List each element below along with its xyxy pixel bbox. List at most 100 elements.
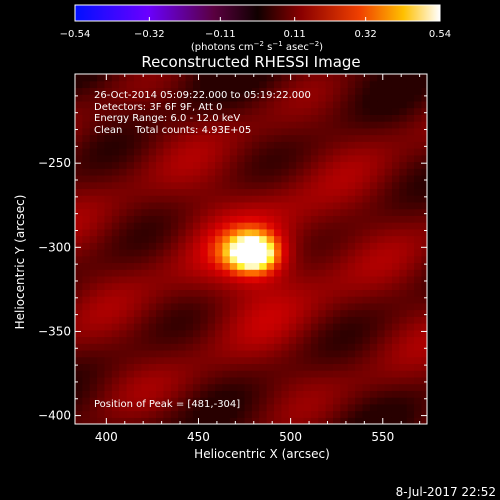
heatmap-cell [237,323,246,331]
heatmap-cell [391,134,400,142]
heatmap-cell [111,370,120,378]
heatmap-cell [303,370,312,378]
heatmap-cell [384,296,393,304]
heatmap-cell [325,343,334,351]
heatmap-cell [296,94,305,102]
heatmap-cell [185,329,194,338]
heatmap-cell [75,349,83,358]
heatmap-cell [340,356,349,365]
heatmap-cell [215,87,224,95]
heatmap-cell [215,269,224,277]
heatmap-cell [259,215,268,223]
heatmap-cell [82,127,91,136]
heatmap-cell [362,121,371,129]
heatmap-cell [111,390,120,398]
heatmap-cell [133,154,142,163]
heatmap-cell [421,94,427,102]
heatmap-cell [133,100,142,109]
heatmap-cell [377,154,386,163]
heatmap-cell [281,376,290,385]
heatmap-cell [369,343,378,351]
heatmap-cell [259,208,268,216]
heatmap-cell [163,208,172,216]
heatmap-cell [229,397,238,405]
heatmap-cell [207,228,216,237]
heatmap-cell [340,255,349,264]
heatmap-cell [207,80,216,89]
heatmap-cell [170,383,179,391]
heatmap-cell [207,141,216,149]
heatmap-cell [259,356,268,365]
heatmap-cell [384,148,393,156]
heatmap-cell [75,161,83,169]
heatmap-cell [391,94,400,102]
heatmap-cell [296,249,305,257]
heatmap-cell [75,235,83,243]
heatmap-cell [347,343,356,351]
heatmap-cell [421,161,427,169]
heatmap-cell [362,410,371,418]
heatmap-cell [340,121,349,129]
heatmap-cell [126,114,135,122]
heatmap-cell [251,87,260,95]
heatmap-cell [421,269,427,277]
heatmap-cell [192,107,201,115]
heatmap-cell [340,195,349,203]
heatmap-cell [148,417,157,424]
heatmap-cell [355,201,364,210]
heatmap-cell [148,107,157,115]
heatmap-cell [266,383,275,391]
heatmap-cell [89,289,98,297]
heatmap-cell [325,242,334,250]
heatmap-cell [119,363,128,371]
heatmap-cell [170,323,179,331]
heatmap-cell [119,228,128,237]
heatmap-cell [310,235,319,243]
heatmap-cell [333,80,341,89]
heatmap-cell [303,107,312,115]
heatmap-cell [369,255,378,264]
heatmap-cell [82,349,91,358]
heatmap-cell [377,282,386,290]
heatmap-cell [288,403,297,412]
heatmap-cell [406,161,415,169]
heatmap-cell [185,87,194,95]
heatmap-cell [192,87,201,95]
heatmap-cell [318,255,327,264]
heatmap-cell [75,249,83,257]
heatmap-cell [163,397,172,405]
heatmap-cell [200,363,209,371]
heatmap-cell [178,80,187,89]
heatmap-cell [215,370,224,378]
heatmap-cell [185,188,194,196]
heatmap-cell [318,127,327,136]
heatmap-cell [414,195,423,203]
heatmap-cell [362,74,371,82]
heatmap-cell [133,215,142,223]
heatmap-cell [104,215,113,223]
heatmap-cell [384,417,393,424]
heatmap-cell [259,316,268,324]
heatmap-cell [399,168,408,176]
heatmap-cell [237,181,246,190]
heatmap-cell [75,356,83,365]
heatmap-cell [192,235,201,243]
heatmap-cell [340,174,349,183]
heatmap-cell [384,208,393,216]
heatmap-cell [281,329,290,338]
heatmap-cell [414,208,423,216]
heatmap-cell [318,323,327,331]
heatmap-cell [340,215,349,223]
heatmap-cell [384,376,393,385]
heatmap-cell [104,80,113,89]
heatmap-cell [244,296,253,304]
heatmap-cell [222,195,231,203]
heatmap-cell [274,269,283,277]
heatmap-cell [310,356,319,365]
heatmap-cell [82,134,91,142]
heatmap-cell [281,397,290,405]
heatmap-cell [178,343,187,351]
heatmap-cell [274,100,283,109]
heatmap-cell [355,222,364,230]
heatmap-cell [215,174,224,183]
